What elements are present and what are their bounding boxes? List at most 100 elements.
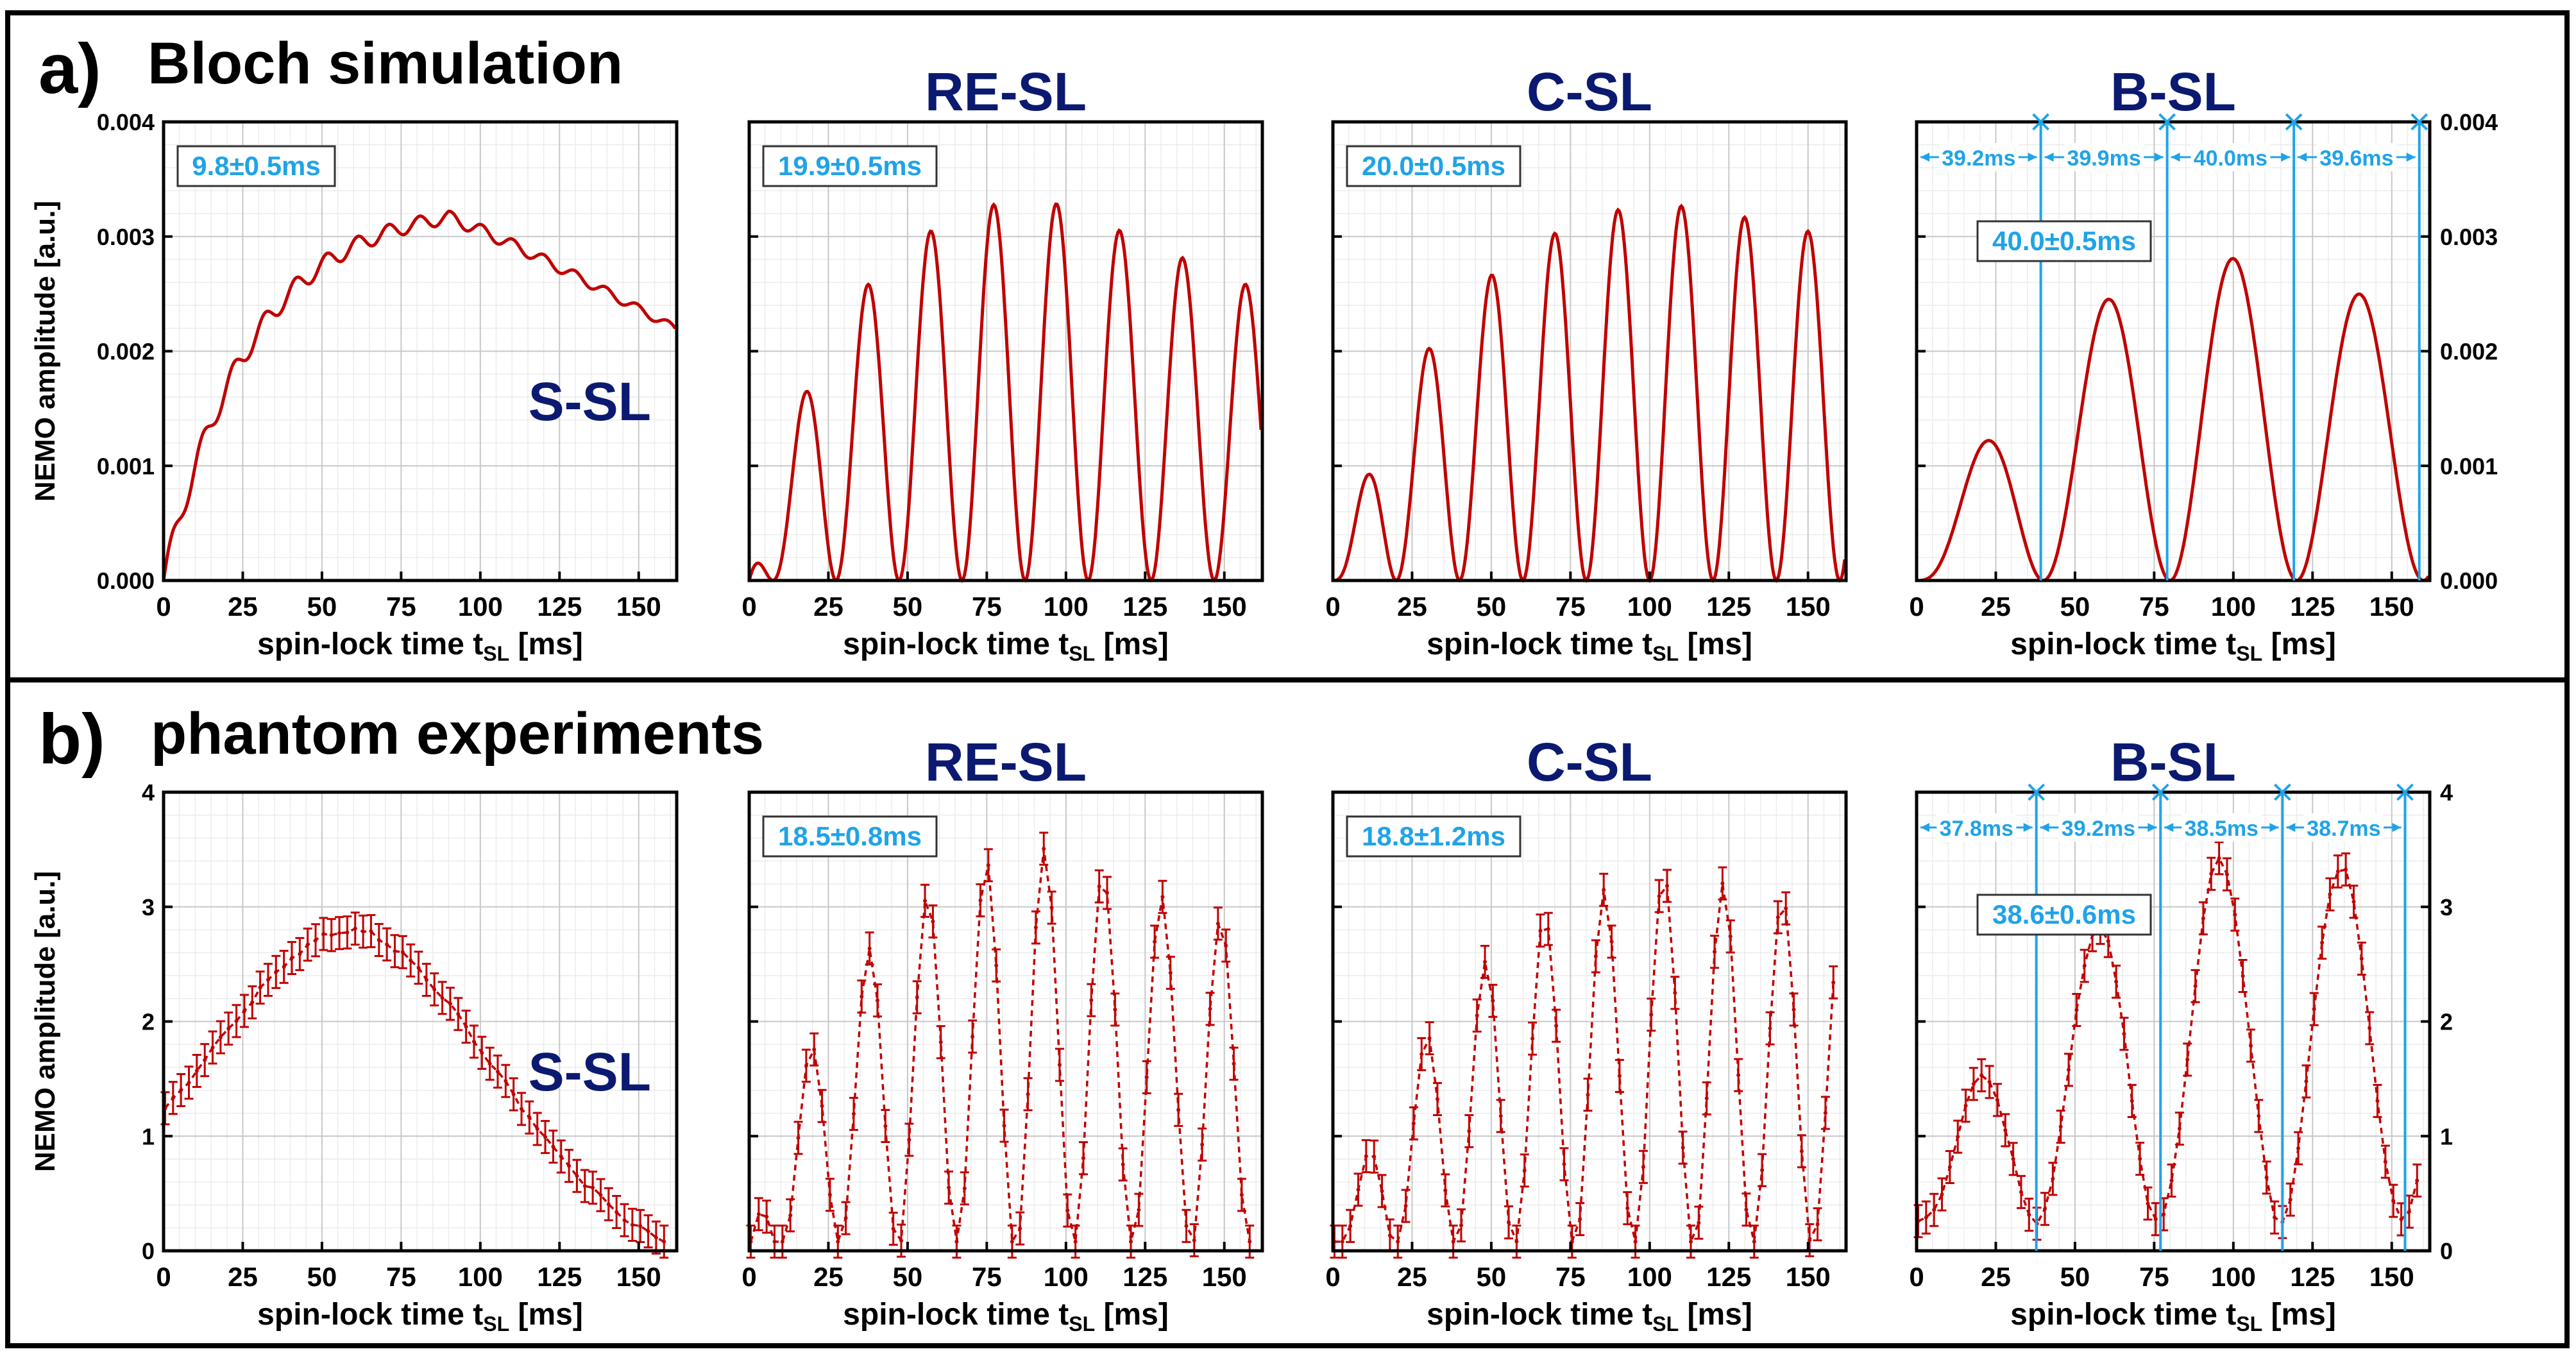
interval-label: 38.5ms (2185, 817, 2258, 841)
chart-panel-1-re-sl: 0 25 50 75 100 125 150 spin-lock time tSL [ms] R… (741, 732, 1264, 1335)
data-point (630, 1223, 634, 1227)
data-point (282, 965, 286, 969)
data-point (1665, 884, 1669, 888)
chart-panel-1-b-sl: 0 25 50 75 100 125 150 spin-lock time tSL [ms] 0… (1909, 732, 2453, 1335)
data-point (820, 1104, 824, 1108)
chart-panel-1-c-sl: 0 25 50 75 100 125 150 spin-lock time tSL [ms] C… (1325, 732, 1848, 1335)
data-point (329, 933, 334, 937)
data-point (1823, 1110, 1827, 1115)
x-tick-label: 100 (1044, 1262, 1089, 1292)
data-point (638, 1224, 643, 1228)
data-point (1704, 1096, 1709, 1101)
data-point (1224, 944, 1228, 948)
data-point (2201, 916, 2205, 920)
data-point (424, 978, 428, 982)
data-point (2359, 956, 2364, 961)
section-b-title: phantom experiments (151, 701, 764, 767)
x-tick-label: 125 (1706, 591, 1751, 622)
data-point (1775, 915, 1780, 919)
data-point (171, 1096, 175, 1100)
data-point (591, 1185, 595, 1190)
data-point (1427, 1036, 1432, 1040)
x-tick-label: 25 (1981, 591, 2011, 622)
data-point (2217, 856, 2221, 860)
data-point (187, 1080, 191, 1085)
data-point (962, 1186, 967, 1191)
data-point (1979, 1073, 1984, 1078)
data-point (2114, 979, 2119, 984)
data-line (749, 848, 1251, 1246)
data-point (1042, 847, 1046, 851)
data-point (1609, 939, 1614, 944)
period-label: 40.0±0.5ms (1992, 226, 2136, 256)
x-axis-label: spin-lock time tSL [ms] (2010, 627, 2336, 665)
data-point (1403, 1204, 1408, 1208)
data-point (1168, 970, 1173, 975)
x-tick-label: 100 (1627, 591, 1672, 622)
data-point (931, 919, 935, 924)
x-tick-label: 150 (1786, 591, 1831, 622)
data-point (978, 898, 983, 903)
data-point (1356, 1187, 1360, 1192)
data-point (234, 1019, 239, 1023)
data-point (891, 1226, 895, 1231)
y-tick-label-right: 0.003 (2440, 224, 2498, 250)
panel-title: C-SL (1527, 62, 1652, 122)
x-tick-label: 150 (2369, 1262, 2414, 1292)
x-tick-label: 50 (1477, 1262, 1507, 1292)
data-point (2368, 1026, 2372, 1030)
y-tick-label-right: 2 (2440, 1009, 2453, 1035)
interval-arrowhead-left (1920, 153, 1929, 162)
data-point (2312, 1007, 2316, 1012)
data-point (1940, 1192, 1944, 1197)
data-point (1340, 1239, 1344, 1244)
data-point (2193, 984, 2198, 988)
interval-label: 39.6ms (2319, 146, 2393, 171)
data-point (1232, 1062, 1236, 1066)
data-point (290, 956, 294, 960)
y-tick-label: 0.001 (97, 453, 155, 479)
data-point (274, 970, 278, 974)
x-tick-label: 0 (156, 591, 171, 622)
data-point (2415, 1178, 2419, 1183)
data-point (1498, 1114, 1503, 1118)
data-point (1815, 1222, 1820, 1226)
data-point (1697, 1221, 1701, 1225)
data-point (1411, 1121, 1416, 1126)
data-point (551, 1144, 555, 1149)
data-point (409, 958, 413, 963)
data-point (827, 1192, 832, 1197)
data-point (2224, 872, 2229, 877)
x-tick-label: 100 (458, 1262, 503, 1292)
data-point (1784, 906, 1788, 911)
data-point (2264, 1175, 2269, 1180)
interval-arrowhead-right (2148, 823, 2157, 832)
data-point (1137, 1208, 1141, 1212)
y-axis-label: NEMO amplitude [a.u.] (30, 201, 61, 502)
data-point (1396, 1239, 1400, 1244)
data-point (1593, 954, 1598, 958)
data-point (1073, 1239, 1078, 1244)
data-point (1121, 1162, 1125, 1167)
data-point (2344, 867, 2348, 872)
data-point (2328, 892, 2332, 897)
data-point (1956, 1135, 1960, 1139)
data-point (504, 1079, 508, 1083)
data-point (1641, 1165, 1645, 1169)
data-point (883, 1124, 888, 1128)
data-point (250, 1000, 255, 1004)
data-line (1333, 203, 1847, 583)
data-point (1736, 1073, 1741, 1078)
data-point (1995, 1098, 1999, 1102)
data-point (646, 1229, 650, 1233)
data-point (1689, 1239, 1693, 1244)
data-point (1033, 925, 1038, 929)
data-point (2169, 1178, 2174, 1183)
data-point (582, 1183, 587, 1188)
data-point (923, 899, 928, 903)
data-point (567, 1164, 572, 1168)
data-point (2391, 1199, 2396, 1203)
data-point (1562, 1162, 1566, 1167)
interval-label-bg (2303, 813, 2384, 842)
y-tick-label: 0.003 (97, 224, 155, 250)
